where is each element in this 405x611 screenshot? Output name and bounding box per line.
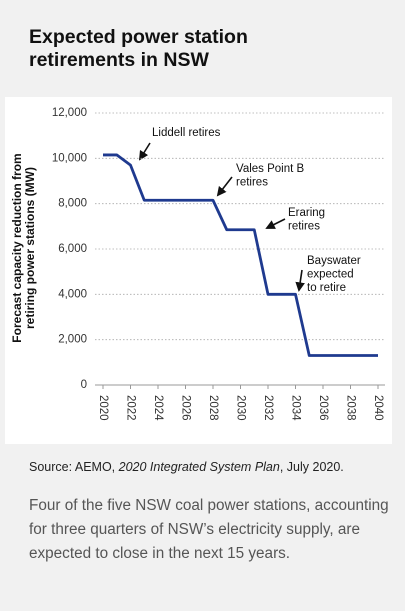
arrow — [295, 269, 305, 292]
x-tick-label: 2032 — [262, 395, 274, 421]
x-tick-label: 2020 — [97, 395, 109, 421]
x-tick-label: 2036 — [317, 395, 329, 421]
arrows — [138, 142, 305, 292]
source-work: 2020 Integrated System Plan — [118, 460, 280, 474]
y-tick-label: 0 — [81, 379, 87, 391]
x-tick-label: 2022 — [124, 395, 136, 421]
annotation-line: Eraring — [288, 207, 325, 219]
annotation-line: Bayswater — [307, 255, 361, 267]
annotation-line: Vales Point B — [236, 163, 305, 175]
annotation-line: to retire — [307, 282, 346, 294]
chart: 0 2,000 4,000 6,000 8,000 10,000 12,000 2020 202… — [5, 97, 392, 444]
chart-panel — [5, 97, 392, 444]
y-axis-label-line: retiring power stations (MW) — [23, 167, 37, 329]
x-tick-label: 2024 — [152, 395, 164, 421]
annotation: Vales Point B retires — [236, 163, 305, 189]
x-tick-label: 2028 — [207, 395, 219, 421]
annotation-line: expected — [307, 269, 354, 281]
y-axis-label-line: Forecast capacity reduction from — [10, 153, 24, 342]
annotation-line: retires — [288, 221, 320, 233]
source: Source: AEMO, 2020 Integrated System Pla… — [29, 460, 344, 474]
y-tick-label: 6,000 — [58, 243, 87, 255]
y-tick-label: 12,000 — [52, 107, 87, 119]
annotation: Liddell retires — [152, 127, 221, 139]
x-tick-label: 2038 — [344, 395, 356, 421]
arrow — [216, 176, 233, 197]
y-tick-label: 2,000 — [58, 334, 87, 346]
caption: Four of the five NSW coal power stations… — [29, 497, 389, 562]
source-suffix: , July 2020. — [279, 460, 344, 474]
series-line — [103, 153, 378, 357]
annotation: Bayswater expected to retire — [307, 255, 361, 294]
x-tick-label: 2040 — [372, 395, 384, 421]
y-tick-label: 4,000 — [58, 288, 87, 300]
title: Expected power station retirements in NS… — [29, 26, 248, 71]
arrow — [265, 218, 286, 229]
annotation-line: retires — [236, 177, 268, 189]
source-prefix: Source: AEMO, — [29, 460, 119, 474]
x-tick-label: 2030 — [234, 395, 246, 421]
arrow — [138, 142, 151, 161]
x-tick-label: 2034 — [289, 395, 301, 421]
y-axis-label: Forecast capacity reduction fromretiring… — [10, 153, 37, 342]
y-tick-label: 10,000 — [52, 152, 87, 164]
y-tick-label: 8,000 — [58, 198, 87, 210]
annotation-line: Liddell retires — [152, 127, 221, 139]
x-tick-label: 2026 — [179, 395, 191, 421]
annotation: Eraring retires — [288, 207, 325, 233]
